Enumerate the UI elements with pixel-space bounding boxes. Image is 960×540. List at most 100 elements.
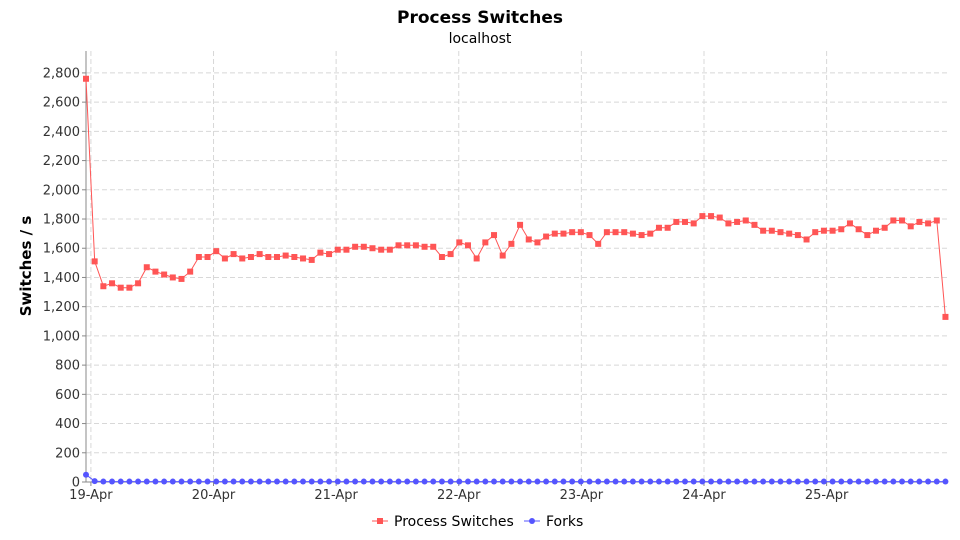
data-point-forks bbox=[282, 478, 289, 485]
legend-item-forks[interactable]: Forks bbox=[524, 514, 583, 530]
data-point-forks bbox=[187, 478, 194, 485]
data-point-process-switches bbox=[855, 226, 862, 233]
data-point-forks bbox=[447, 478, 454, 485]
x-tick-label: 21-Apr bbox=[314, 488, 358, 503]
data-point-forks bbox=[300, 478, 307, 485]
data-point-forks bbox=[143, 478, 150, 485]
legend-marker-forks bbox=[529, 518, 535, 524]
series-forks bbox=[83, 471, 949, 485]
data-point-forks bbox=[916, 478, 923, 485]
data-point-forks bbox=[942, 478, 949, 485]
data-point-process-switches bbox=[169, 274, 176, 281]
data-point-forks bbox=[152, 478, 159, 485]
data-point-process-switches bbox=[300, 255, 307, 262]
data-point-forks bbox=[569, 478, 576, 485]
data-point-forks bbox=[760, 478, 767, 485]
data-point-forks bbox=[872, 478, 879, 485]
data-point-forks bbox=[855, 478, 862, 485]
data-point-forks bbox=[169, 478, 176, 485]
y-tick-label: 2,600 bbox=[43, 96, 80, 111]
data-point-process-switches bbox=[820, 227, 827, 234]
chart-title: Process Switches bbox=[397, 8, 563, 28]
legend-label-forks: Forks bbox=[546, 514, 583, 530]
data-point-process-switches bbox=[803, 236, 810, 243]
y-tick-label: 1,200 bbox=[43, 300, 80, 315]
legend-item-process-switches[interactable]: Process Switches bbox=[372, 514, 514, 530]
data-point-forks bbox=[430, 478, 437, 485]
data-point-forks bbox=[404, 478, 411, 485]
x-tick-label: 24-Apr bbox=[682, 488, 726, 503]
data-point-forks bbox=[664, 478, 671, 485]
data-point-process-switches bbox=[838, 226, 845, 233]
data-point-process-switches bbox=[352, 243, 359, 250]
data-point-forks bbox=[412, 478, 419, 485]
data-point-forks bbox=[247, 478, 254, 485]
data-point-process-switches bbox=[117, 284, 124, 291]
x-tick-label: 20-Apr bbox=[192, 488, 236, 503]
y-tick-label: 0 bbox=[72, 476, 80, 491]
data-point-forks bbox=[525, 478, 532, 485]
data-point-process-switches bbox=[360, 243, 367, 250]
data-point-forks bbox=[716, 478, 723, 485]
data-point-process-switches bbox=[569, 229, 576, 236]
data-point-forks bbox=[83, 471, 89, 478]
plot-area bbox=[86, 51, 948, 482]
data-point-forks bbox=[864, 478, 871, 485]
data-point-forks bbox=[925, 478, 932, 485]
data-point-forks bbox=[551, 478, 558, 485]
data-point-process-switches bbox=[907, 223, 914, 230]
data-point-process-switches bbox=[846, 220, 853, 227]
series-line-forks bbox=[85, 474, 946, 483]
data-point-forks bbox=[334, 478, 341, 485]
series-layer bbox=[83, 75, 949, 485]
data-point-process-switches bbox=[126, 284, 133, 291]
data-point-process-switches bbox=[942, 313, 949, 320]
data-point-forks bbox=[421, 478, 428, 485]
data-point-forks bbox=[621, 478, 628, 485]
data-point-forks bbox=[699, 478, 706, 485]
data-point-process-switches bbox=[239, 255, 246, 262]
data-point-process-switches bbox=[751, 221, 758, 228]
data-point-forks bbox=[725, 478, 732, 485]
data-point-forks bbox=[91, 478, 98, 485]
data-point-process-switches bbox=[152, 268, 159, 275]
y-axis-label: Switches / s bbox=[17, 216, 35, 317]
data-point-process-switches bbox=[369, 245, 376, 252]
data-point-process-switches bbox=[768, 227, 775, 234]
data-point-process-switches bbox=[690, 220, 697, 227]
data-point-process-switches bbox=[890, 217, 897, 224]
data-point-process-switches bbox=[560, 230, 567, 237]
data-point-forks bbox=[386, 478, 393, 485]
data-point-forks bbox=[273, 478, 280, 485]
data-point-process-switches bbox=[551, 230, 558, 237]
data-point-process-switches bbox=[664, 224, 671, 231]
data-point-forks bbox=[595, 478, 602, 485]
data-point-process-switches bbox=[725, 220, 732, 227]
chart-subtitle: localhost bbox=[449, 31, 512, 47]
x-tick-label: 19-Apr bbox=[69, 488, 113, 503]
data-point-forks bbox=[708, 478, 715, 485]
data-point-forks bbox=[395, 478, 402, 485]
data-point-process-switches bbox=[586, 232, 593, 239]
y-tick-label: 2,400 bbox=[43, 125, 80, 140]
data-point-forks bbox=[638, 478, 645, 485]
data-point-process-switches bbox=[282, 252, 289, 259]
data-point-process-switches bbox=[464, 242, 471, 249]
data-point-process-switches bbox=[777, 229, 784, 236]
data-point-forks bbox=[456, 478, 463, 485]
data-point-process-switches bbox=[864, 232, 871, 239]
data-point-process-switches bbox=[491, 232, 498, 239]
data-point-forks bbox=[846, 478, 853, 485]
data-point-forks bbox=[603, 478, 610, 485]
y-axis-ticks: 0 200 400 600 800 1,000 1,200 1,400 1,600 1,800 2,… bbox=[43, 66, 86, 491]
data-point-forks bbox=[577, 478, 584, 485]
data-point-forks bbox=[881, 478, 888, 485]
data-point-forks bbox=[751, 478, 758, 485]
data-point-forks bbox=[794, 478, 801, 485]
data-point-process-switches bbox=[109, 280, 116, 287]
data-point-process-switches bbox=[412, 242, 419, 249]
data-point-process-switches bbox=[682, 218, 689, 225]
data-point-forks bbox=[612, 478, 619, 485]
y-tick-label: 2,800 bbox=[43, 66, 80, 81]
data-point-process-switches bbox=[638, 232, 645, 239]
